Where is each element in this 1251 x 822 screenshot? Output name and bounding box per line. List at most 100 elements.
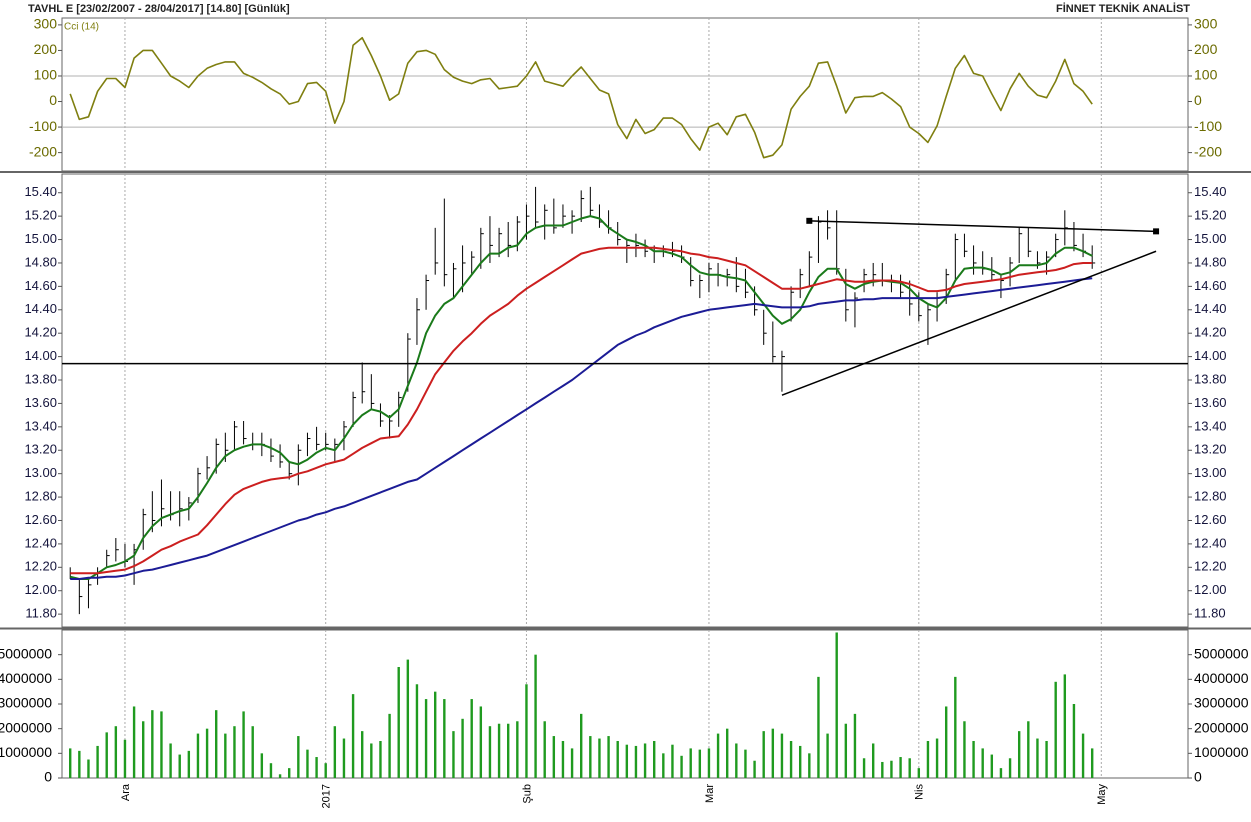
- volume-bar: [142, 721, 145, 778]
- header-left: TAVHL E [23/02/2007 - 28/04/2017] [14.80…: [28, 3, 290, 15]
- y-tick-label: 12.60: [24, 512, 57, 527]
- volume-bar: [443, 699, 446, 778]
- volume-bar: [570, 748, 574, 778]
- volume-bar: [771, 728, 775, 778]
- y-tick-label: -200: [1194, 143, 1222, 159]
- volume-bar: [224, 733, 227, 778]
- volume-bar: [561, 741, 565, 778]
- volume-bar: [589, 736, 592, 778]
- y-tick-label: 12.00: [24, 582, 57, 597]
- y-tick-label: 15.40: [24, 184, 57, 199]
- y-tick-label: 0: [1194, 769, 1202, 785]
- volume-bar: [479, 706, 483, 778]
- y-tick-label: 14.00: [24, 348, 57, 363]
- y-tick-label: 3000000: [0, 695, 52, 711]
- y-tick-label: 12.20: [1194, 559, 1227, 574]
- volume-bar: [233, 726, 236, 778]
- x-tick-label: May: [1096, 784, 1108, 805]
- volume-bar: [671, 744, 674, 778]
- volume-bar: [370, 743, 373, 778]
- volume-bar: [890, 760, 893, 778]
- volume-bar: [780, 733, 784, 778]
- indicator-line: [69, 36, 1093, 159]
- y-tick-label: 2000000: [0, 719, 52, 735]
- volume-bar: [406, 659, 410, 778]
- y-tick-label: 14.80: [24, 254, 57, 269]
- y-tick-label: 5000000: [1194, 645, 1249, 661]
- volume-bar: [698, 749, 702, 778]
- trend-line: [809, 220, 1157, 233]
- y-tick-label: 15.00: [24, 231, 57, 246]
- volume-bar: [625, 744, 629, 778]
- y-tick-label: 4000000: [1194, 670, 1249, 686]
- y-tick-label: 14.00: [1194, 348, 1227, 363]
- volume-bar: [69, 748, 72, 778]
- trend-handle: [1153, 228, 1160, 235]
- y-tick-label: 15.20: [1194, 208, 1227, 223]
- moving-average: [70, 277, 1093, 580]
- y-tick-label: 13.20: [24, 442, 57, 457]
- y-tick-label: 14.40: [24, 301, 57, 316]
- volume-bar: [434, 691, 437, 778]
- volume-bar: [580, 713, 583, 778]
- volume-bar: [1036, 738, 1039, 778]
- volume-bar: [954, 676, 957, 778]
- volume-bar: [297, 736, 300, 778]
- volume-bar: [306, 749, 309, 778]
- y-tick-label: 100: [34, 67, 58, 83]
- volume-bar: [96, 745, 99, 778]
- x-tick-label: Ara: [120, 783, 132, 801]
- y-tick-label: 13.60: [24, 395, 57, 410]
- volume-bar: [899, 757, 902, 778]
- trend-line: [781, 250, 1157, 396]
- volume-bar: [123, 739, 127, 778]
- y-tick-label: 2000000: [1194, 719, 1249, 735]
- volume-bar: [963, 721, 966, 778]
- x-tick-label: Şub: [521, 784, 533, 804]
- moving-average: [69, 215, 1093, 580]
- volume-bar: [853, 713, 857, 778]
- y-tick-label: 300: [1194, 16, 1218, 32]
- x-tick-label: Nis: [914, 784, 926, 800]
- volume-bar: [87, 759, 90, 778]
- y-tick-label: 0: [49, 92, 57, 108]
- volume-bar: [808, 753, 811, 778]
- y-tick-label: 13.00: [24, 465, 57, 480]
- volume-bar: [324, 763, 327, 778]
- volume-bar: [917, 768, 921, 778]
- trend-handle: [806, 217, 813, 224]
- volume-bar: [798, 745, 802, 778]
- volume-bar: [114, 726, 118, 778]
- volume-bar: [844, 723, 848, 778]
- volume-bar: [944, 706, 948, 778]
- volume-bar: [972, 741, 975, 778]
- volume-bar: [461, 718, 464, 778]
- volume-bar: [151, 710, 154, 778]
- volume-bar: [525, 684, 528, 778]
- y-tick-label: 13.00: [1194, 465, 1227, 480]
- volume-bar: [652, 741, 656, 778]
- volume-bar: [1081, 733, 1085, 778]
- y-tick-label: 13.40: [24, 418, 57, 433]
- y-tick-label: 100: [1194, 67, 1218, 83]
- volume-bar: [689, 748, 692, 778]
- y-tick-label: 15.40: [1194, 184, 1227, 199]
- y-tick-label: 12.40: [24, 535, 57, 550]
- volume-bar: [278, 774, 282, 778]
- x-tick-label: 2017: [321, 784, 333, 808]
- y-tick-label: 12.20: [24, 559, 57, 574]
- volume-bar: [452, 731, 455, 778]
- series-label: Cci (14): [64, 22, 99, 33]
- y-tick-label: 5000000: [0, 645, 52, 661]
- y-tick-label: 13.60: [1194, 395, 1227, 410]
- volume-bar: [160, 711, 163, 778]
- volume-bar: [990, 754, 994, 778]
- volume-bar: [1072, 704, 1076, 778]
- volume-bar: [862, 758, 866, 778]
- volume-bar: [516, 721, 519, 778]
- y-tick-label: 11.80: [25, 606, 57, 621]
- volume-bar: [871, 743, 875, 778]
- y-tick-label: 13.80: [24, 371, 57, 386]
- volume-bar: [634, 745, 638, 778]
